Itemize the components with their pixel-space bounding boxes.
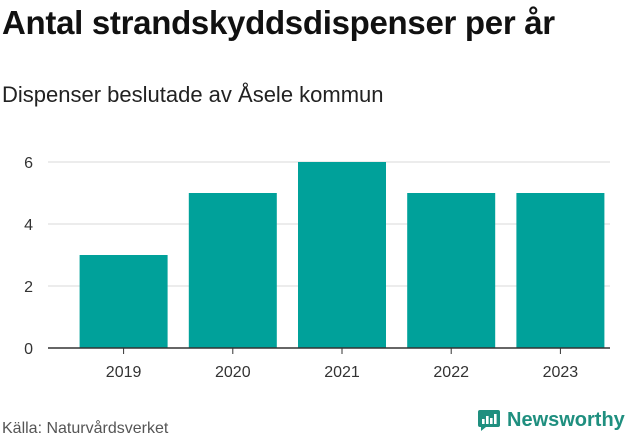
x-tick-label: 2023: [543, 364, 579, 381]
y-tick-label: 0: [24, 341, 33, 358]
x-tick-label: 2019: [106, 364, 142, 381]
brand-name: Newsworthy: [507, 408, 625, 431]
y-tick-label: 6: [24, 155, 33, 172]
bars: [79, 162, 605, 348]
bar-2022: [407, 193, 496, 348]
chart-title: Antal strandskyddsdispenser per år: [2, 4, 555, 41]
y-tick-label: 2: [24, 279, 33, 296]
bar-2020: [188, 193, 277, 348]
source-note: Källa: Naturvårdsverket: [2, 420, 169, 437]
bar-2021: [298, 162, 386, 348]
x-tick-label: 2020: [215, 364, 251, 381]
x-tick-label: 2021: [324, 364, 360, 381]
bar-2019: [79, 255, 168, 348]
x-tick-labels: 2019 2020 2021 2022 2023: [106, 348, 578, 381]
bar-2023: [516, 193, 605, 348]
newsworthy-icon: [478, 410, 500, 431]
y-tick-label: 4: [24, 217, 33, 234]
x-tick-label: 2022: [433, 364, 469, 381]
chart-subtitle: Dispenser beslutade av Åsele kommun: [2, 82, 384, 107]
y-tick-labels: 0 2 4 6: [24, 155, 33, 358]
brand-logo: Newsworthy: [477, 408, 625, 432]
